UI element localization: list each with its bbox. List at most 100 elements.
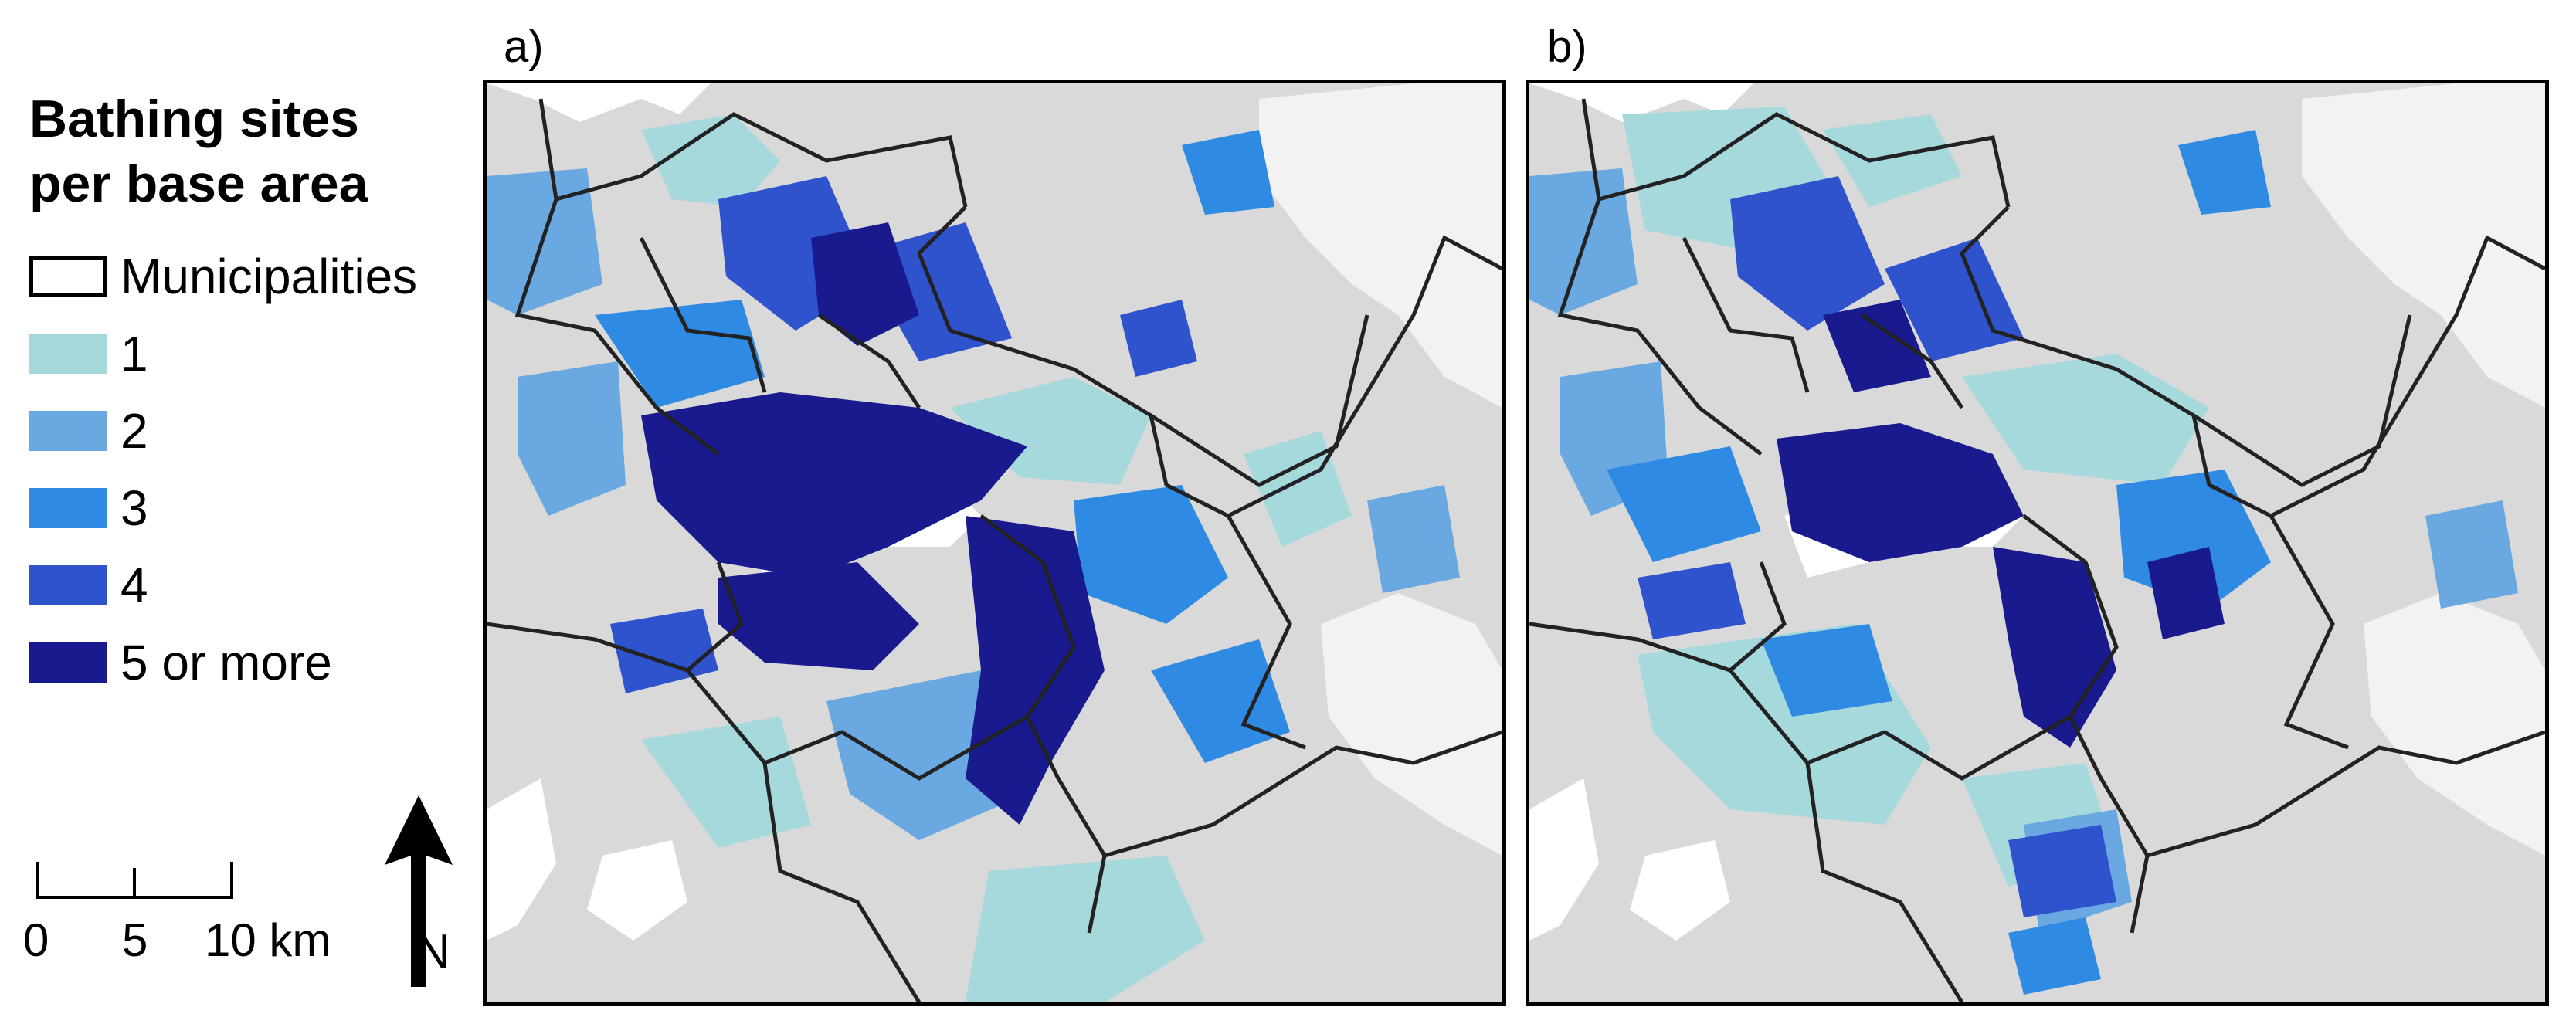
water-east-bay — [2364, 593, 2545, 856]
water-lake-south — [587, 840, 687, 941]
legend-item-3: 3 — [29, 477, 148, 539]
municipality-boundary — [1729, 669, 2072, 781]
area-class-1 — [1962, 354, 2209, 485]
legend-swatch-5-or-more — [29, 642, 107, 683]
municipality-boundary — [1598, 112, 2011, 208]
area-class-4 — [2008, 825, 2116, 917]
map-panel-a — [483, 80, 1506, 1006]
water-lake-north — [1529, 83, 1753, 122]
area-class-2 — [487, 168, 602, 315]
legend-label: 1 — [120, 326, 148, 381]
area-class-5-or-more — [1777, 423, 2024, 562]
municipality-boundary — [762, 762, 921, 1002]
legend-item-5-or-more: 5 or more — [29, 632, 332, 693]
municipality-boundary — [555, 112, 968, 208]
legend-label: Municipalities — [120, 249, 418, 304]
water-southwest — [1529, 778, 1599, 941]
legend-label: 5 or more — [120, 635, 332, 690]
municipality-boundaries — [1529, 98, 2545, 1002]
municipality-boundary — [2269, 235, 2545, 518]
panel-label-a: a) — [504, 22, 544, 72]
legend-title-line1: Bathing sites — [29, 90, 359, 148]
municipality-boundary — [2147, 730, 2545, 858]
area-class-5-or-more — [1993, 547, 2116, 748]
panel-label-b: b) — [1547, 22, 1587, 72]
map-b — [1529, 83, 2545, 1002]
base-areas — [1529, 107, 2518, 995]
municipality-boundary — [817, 313, 921, 409]
municipality-boundary — [1805, 762, 1964, 1002]
area-class-4 — [1885, 238, 2024, 361]
legend-swatch-4 — [29, 565, 107, 605]
area-class-3 — [1182, 130, 1274, 215]
water-southwest — [487, 778, 556, 941]
legend-title: Bathing sites per base area — [29, 86, 368, 216]
legend-title-line2: per base area — [29, 154, 368, 213]
area-class-5-or-more — [2147, 547, 2225, 639]
map-legend: Bathing sites per base area Municipaliti… — [0, 0, 479, 1034]
municipality-boundary — [514, 98, 720, 456]
area-class-3 — [1761, 624, 1892, 717]
area-class-4 — [1730, 176, 1885, 331]
municipality-boundary — [1149, 415, 1306, 750]
legend-swatch-3 — [29, 488, 107, 528]
municipality-boundaries — [487, 98, 1502, 1002]
area-class-4 — [1120, 300, 1197, 377]
scale-bar: 0 5 10 km — [0, 849, 371, 988]
water-east-archipelago — [2302, 83, 2545, 408]
north-letter: N — [416, 925, 450, 978]
area-class-2 — [2425, 500, 2518, 609]
municipality-boundary — [1682, 236, 1810, 393]
municipality-boundary — [2191, 415, 2349, 750]
area-class-2 — [1367, 485, 1460, 593]
municipality-boundary — [1860, 313, 1964, 409]
municipality-boundary — [1104, 730, 1502, 858]
north-arrow-icon — [385, 795, 453, 987]
scale-label-10km: 10 km — [205, 914, 331, 966]
area-class-5-or-more — [1823, 300, 1931, 392]
water-east-archipelago — [1259, 83, 1502, 408]
legend-swatch-municipalities — [29, 256, 107, 297]
legend-label: 4 — [120, 558, 148, 613]
area-class-1 — [641, 114, 780, 207]
water-east-bay — [1321, 593, 1502, 856]
legend-swatch-2 — [29, 411, 107, 451]
water-lake-north — [487, 83, 711, 122]
scale-bar-graphic — [36, 862, 233, 899]
area-class-3 — [1151, 639, 1290, 763]
north-arrow: N — [378, 795, 471, 988]
base-areas — [487, 114, 1460, 1002]
municipality-boundary — [1557, 98, 1763, 456]
map-panel-b — [1526, 80, 2549, 1006]
area-class-1 — [966, 856, 1205, 1002]
area-class-3 — [2178, 130, 2271, 215]
legend-item-1: 1 — [29, 323, 148, 385]
municipality-boundary — [917, 205, 1369, 487]
legend-label: 2 — [120, 403, 148, 459]
area-class-3 — [1074, 485, 1228, 624]
area-class-3 — [1607, 446, 1761, 562]
area-class-2 — [518, 361, 626, 516]
water-lake-south — [1630, 840, 1730, 941]
legend-label: 3 — [120, 480, 148, 536]
area-class-4 — [1638, 562, 1746, 639]
legend-item-municipalities: Municipalities — [29, 246, 417, 307]
municipality-boundary — [639, 236, 767, 393]
municipality-boundary — [686, 669, 1029, 781]
area-class-1 — [641, 717, 811, 848]
legend-item-2: 2 — [29, 400, 148, 462]
area-class-5-or-more — [966, 516, 1105, 825]
area-class-3 — [595, 300, 765, 408]
area-class-3 — [2008, 917, 2101, 995]
area-class-5-or-more — [641, 392, 1027, 578]
legend-swatch-1 — [29, 334, 107, 374]
scale-label-0: 0 — [23, 914, 49, 966]
area-class-5-or-more — [718, 562, 919, 670]
municipality-boundary — [1227, 235, 1502, 518]
area-class-5-or-more — [811, 222, 919, 346]
area-class-1 — [1823, 114, 1962, 207]
municipality-boundary — [1960, 205, 2412, 487]
map-a — [487, 83, 1502, 1002]
scale-label-5: 5 — [122, 914, 148, 966]
legend-item-4: 4 — [29, 554, 148, 616]
